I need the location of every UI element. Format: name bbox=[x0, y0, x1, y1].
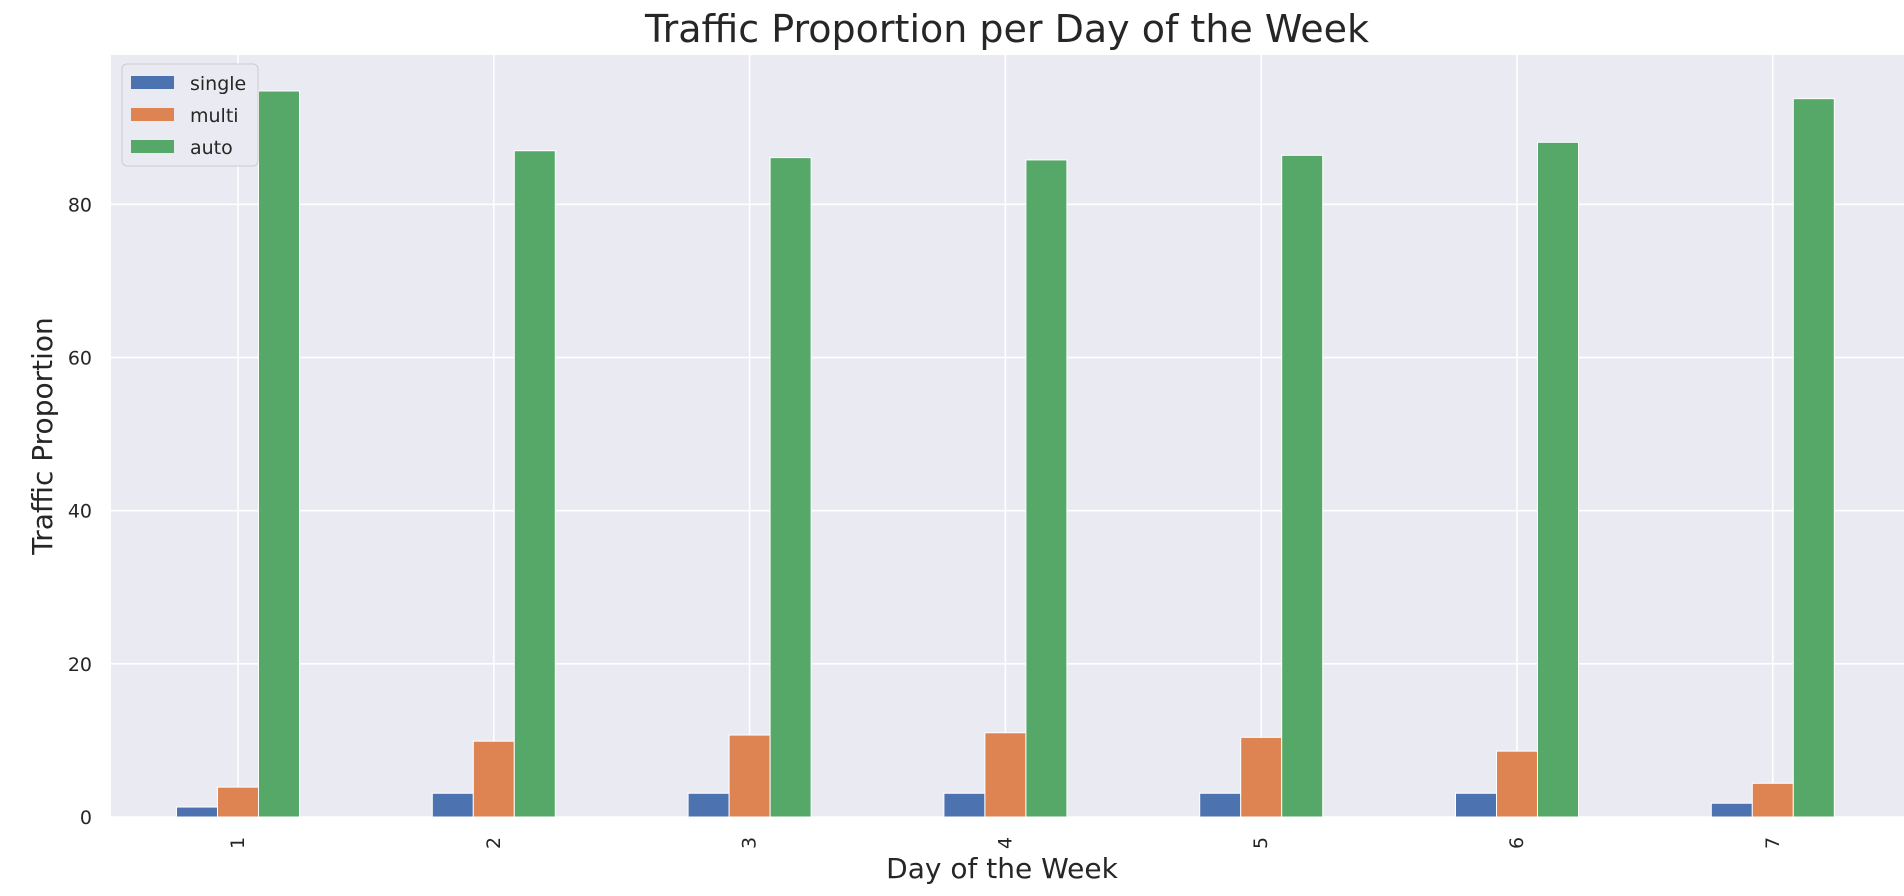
bar-single-day-2 bbox=[431, 792, 474, 818]
y-axis-label: Traffic Proportion bbox=[26, 317, 59, 556]
legend-label-auto: auto bbox=[190, 137, 233, 159]
x-tick-label: 7 bbox=[1762, 837, 1784, 849]
x-tick-label: 5 bbox=[1250, 837, 1272, 849]
bar-single-day-5 bbox=[1199, 792, 1242, 818]
x-tick-label: 6 bbox=[1506, 837, 1528, 849]
plot-area bbox=[111, 55, 1904, 817]
bar-single-day-7 bbox=[1710, 802, 1753, 818]
y-tick-labels: 0 20 40 60 80 bbox=[68, 194, 92, 829]
x-tick-label: 2 bbox=[483, 837, 505, 849]
bar-auto-day-5 bbox=[1281, 154, 1324, 818]
bar-auto-day-4 bbox=[1025, 159, 1068, 818]
legend-swatch-single bbox=[131, 76, 174, 89]
bar-multi-day-5 bbox=[1240, 736, 1283, 818]
x-axis-label: Day of the Week bbox=[886, 852, 1118, 885]
x-tick-label: 4 bbox=[994, 837, 1016, 849]
bar-multi-day-7 bbox=[1751, 782, 1794, 818]
legend-label-multi: multi bbox=[190, 105, 239, 127]
legend: single multi auto bbox=[121, 63, 259, 167]
bar-multi-day-1 bbox=[217, 786, 259, 818]
y-tick-label: 40 bbox=[68, 501, 92, 523]
bar-single-day-4 bbox=[943, 792, 986, 818]
chart-title: Traffic Proportion per Day of the Week bbox=[644, 7, 1369, 51]
bar-multi-day-6 bbox=[1496, 750, 1538, 818]
x-tick-label: 1 bbox=[227, 837, 249, 849]
legend-swatch-multi bbox=[131, 108, 174, 121]
bar-auto-day-1 bbox=[258, 90, 300, 818]
bars bbox=[176, 90, 1835, 818]
bar-multi-day-3 bbox=[728, 734, 771, 818]
bar-single-day-6 bbox=[1455, 792, 1497, 818]
legend-label-single: single bbox=[190, 73, 246, 95]
y-tick-label: 60 bbox=[68, 348, 92, 370]
bar-multi-day-4 bbox=[984, 732, 1027, 818]
bar-auto-day-7 bbox=[1792, 98, 1835, 818]
y-tick-label: 80 bbox=[68, 194, 92, 216]
bar-auto-day-2 bbox=[513, 150, 556, 818]
bar-single-day-1 bbox=[176, 806, 218, 818]
bar-single-day-3 bbox=[687, 792, 730, 818]
legend-swatch-auto bbox=[131, 140, 174, 153]
grid-lines bbox=[111, 55, 1904, 818]
bar-multi-day-2 bbox=[472, 740, 515, 818]
bar-auto-day-6 bbox=[1537, 141, 1579, 818]
x-tick-label: 3 bbox=[739, 837, 761, 849]
y-tick-label: 0 bbox=[80, 807, 92, 829]
bar-auto-day-3 bbox=[769, 157, 812, 818]
x-tick-labels: 1 2 3 4 5 6 7 bbox=[227, 837, 1784, 849]
y-tick-label: 20 bbox=[68, 654, 92, 676]
